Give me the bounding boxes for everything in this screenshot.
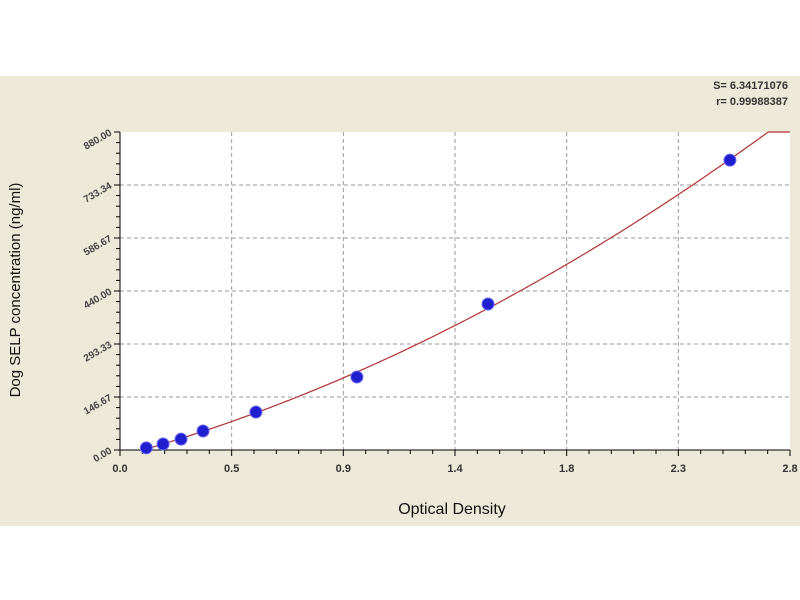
y-tick-label: 440.00 [82,286,114,311]
x-axis-label: Optical Density [398,501,506,518]
stat-r: r= 0.99988387 [716,96,788,108]
y-tick-label: 733.34 [82,180,114,205]
data-point [481,297,495,311]
x-tick-label: 1.8 [559,463,574,475]
x-tick-label: 0.9 [336,463,351,475]
stat-s: S= 6.34171076 [713,80,788,92]
data-point [350,370,364,384]
y-tick-label: 146.67 [82,392,114,417]
x-tick-label: 0.0 [112,463,127,475]
y-tick-label: 586.67 [82,233,114,258]
data-point [174,432,188,446]
y-tick-label: 293.33 [82,339,114,364]
x-tick-label: 2.8 [782,463,797,475]
data-point [249,405,263,419]
x-tick-label: 0.5 [224,463,239,475]
y-tick-label: 0.00 [92,445,115,464]
y-axis-label: Dog SELP concentration (ng/ml) [7,183,24,398]
data-point [156,437,170,451]
x-tick-label: 2.3 [671,463,686,475]
data-point [196,424,210,438]
y-tick-label: 880.00 [82,127,114,152]
data-point [139,441,153,455]
x-tick-label: 1.4 [447,463,463,475]
fit-curve [141,131,790,451]
data-point [723,153,737,167]
